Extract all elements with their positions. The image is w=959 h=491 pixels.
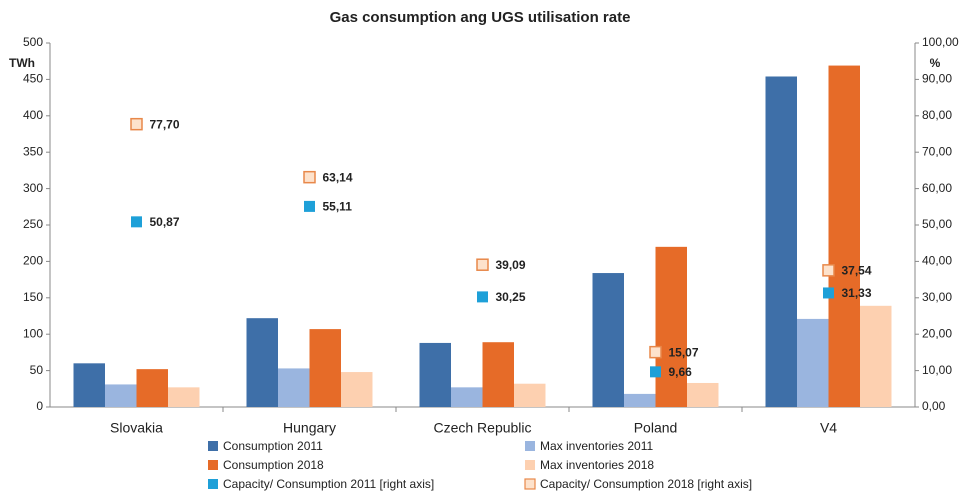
bar	[514, 383, 546, 407]
legend-label: Max inventories 2018	[540, 458, 654, 472]
y2-tick-label: 60,00	[922, 181, 952, 195]
marker	[649, 345, 662, 359]
x-tick-label: V4	[820, 420, 837, 436]
legend-swatch	[208, 460, 218, 470]
legend-swatch	[524, 478, 536, 490]
data-label: 15,07	[669, 345, 699, 359]
y-tick-label: 100	[23, 326, 43, 340]
y-axis-label: TWh	[9, 56, 35, 70]
legend-label: Capacity/ Consumption 2011 [right axis]	[223, 477, 434, 491]
x-tick-label: Czech Republic	[433, 420, 531, 436]
marker	[131, 216, 142, 228]
legend-swatch	[208, 441, 218, 451]
y2-tick-label: 70,00	[922, 144, 952, 158]
data-label: 39,09	[496, 258, 526, 272]
y-tick-label: 50	[30, 363, 44, 377]
y2-tick-label: 50,00	[922, 217, 952, 231]
bar	[341, 372, 373, 407]
bar	[309, 329, 341, 407]
y-tick-label: 150	[23, 290, 43, 304]
bar	[278, 368, 310, 407]
bar	[860, 305, 892, 407]
bar	[482, 342, 514, 407]
y2-tick-label: 20,00	[922, 326, 952, 340]
y-tick-label: 300	[23, 181, 43, 195]
y-tick-label: 250	[23, 217, 43, 231]
marker	[822, 264, 835, 277]
y2-axis-label: %	[930, 56, 941, 70]
bar	[451, 387, 483, 407]
marker	[476, 258, 489, 271]
bar	[246, 318, 278, 407]
legend-swatch	[208, 479, 218, 489]
x-tick-label: Slovakia	[110, 420, 163, 436]
marker	[477, 291, 488, 303]
y-tick-label: 400	[23, 108, 43, 122]
y-tick-label: 350	[23, 144, 43, 158]
legend-swatch	[525, 441, 535, 451]
data-label: 55,11	[323, 200, 353, 214]
bar	[419, 342, 451, 407]
bar	[687, 382, 719, 407]
bar	[73, 363, 105, 407]
data-label: 9,66	[669, 365, 693, 379]
marker	[650, 366, 661, 378]
bar	[136, 369, 168, 407]
legend-label: Consumption 2011	[223, 439, 323, 453]
x-tick-label: Hungary	[283, 420, 336, 436]
y-tick-label: 0	[36, 399, 43, 413]
legend-label: Max inventories 2011	[540, 439, 654, 453]
data-label: 30,25	[496, 290, 526, 304]
y2-tick-label: 0,00	[922, 399, 946, 413]
y2-tick-label: 100,00	[922, 35, 959, 49]
bar	[105, 384, 137, 407]
marker	[303, 170, 316, 184]
bar	[624, 393, 656, 407]
legend-swatch	[525, 460, 535, 470]
legend-label: Consumption 2018	[223, 458, 324, 472]
bar	[797, 318, 829, 407]
legend-label: Capacity/ Consumption 2018 [right axis]	[540, 477, 752, 491]
y2-tick-label: 90,00	[922, 72, 952, 86]
bar	[765, 76, 797, 407]
marker	[304, 200, 315, 212]
y-tick-label: 500	[23, 35, 43, 49]
chart-title: Gas consumption ang UGS utilisation rate	[330, 9, 631, 26]
y-tick-label: 450	[23, 72, 43, 86]
y2-tick-label: 10,00	[922, 363, 952, 377]
y2-tick-label: 40,00	[922, 254, 952, 268]
data-label: 31,33	[842, 286, 872, 300]
y-tick-label: 200	[23, 254, 43, 268]
bar	[592, 273, 624, 407]
marker	[130, 117, 143, 131]
data-label: 77,70	[150, 117, 180, 131]
bar	[828, 65, 860, 408]
bar	[655, 246, 687, 407]
y2-tick-label: 80,00	[922, 108, 952, 122]
data-label: 63,14	[323, 170, 353, 184]
data-label: 37,54	[842, 264, 872, 278]
x-tick-label: Poland	[634, 420, 678, 436]
marker	[823, 287, 834, 299]
bar	[168, 387, 200, 407]
data-label: 50,87	[150, 215, 180, 229]
y2-tick-label: 30,00	[922, 290, 952, 304]
